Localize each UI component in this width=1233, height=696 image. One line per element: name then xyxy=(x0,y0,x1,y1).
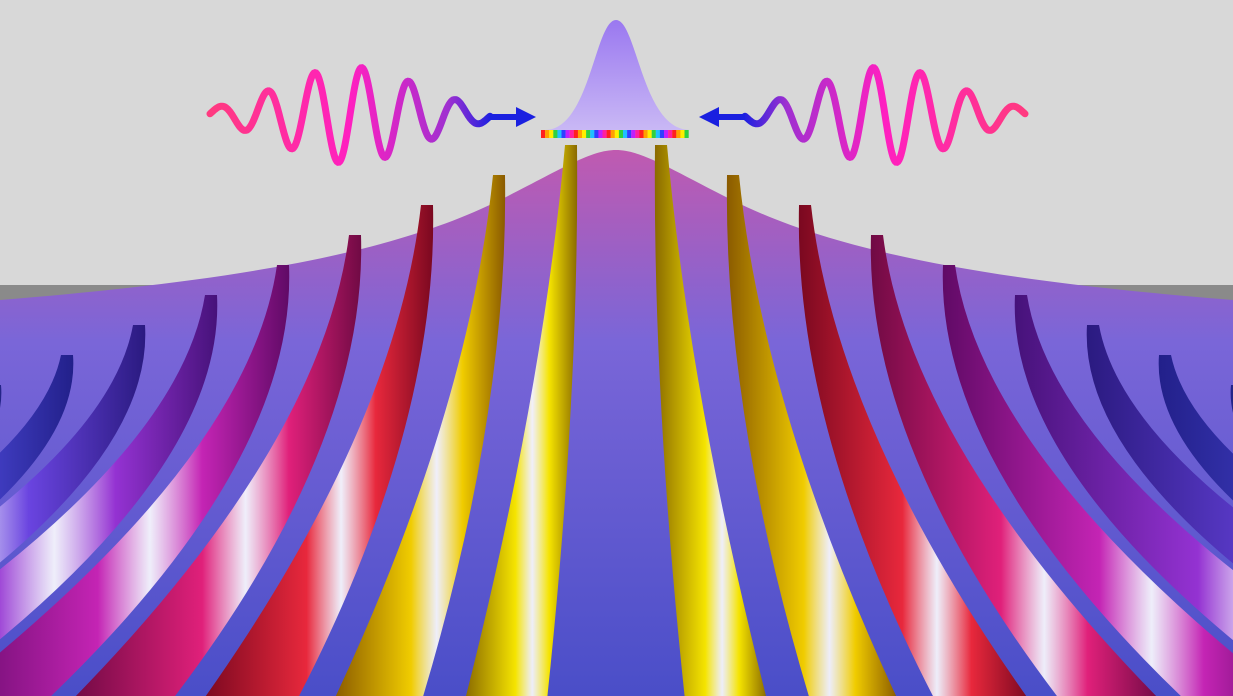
color-segment xyxy=(574,130,578,138)
color-segment xyxy=(639,130,643,138)
color-segment xyxy=(570,130,574,138)
color-segment xyxy=(652,130,656,138)
color-segment xyxy=(586,130,590,138)
color-segment xyxy=(631,130,635,138)
color-segment xyxy=(680,130,684,138)
color-segment xyxy=(619,130,623,138)
color-segment xyxy=(566,130,570,138)
page: (() => { JSON.parse(document.getElementB… xyxy=(0,0,1233,696)
color-segment xyxy=(590,130,594,138)
color-segment xyxy=(557,130,561,138)
color-segment xyxy=(594,130,598,138)
color-bar xyxy=(541,130,689,138)
color-segment xyxy=(545,130,549,138)
color-segment xyxy=(676,130,680,138)
color-segment xyxy=(582,130,586,138)
color-segment xyxy=(541,130,545,138)
color-segment xyxy=(553,130,557,138)
color-segment xyxy=(598,130,602,138)
color-segment xyxy=(648,130,652,138)
color-segment xyxy=(685,130,689,138)
color-segment xyxy=(603,130,607,138)
color-segment xyxy=(611,130,615,138)
color-segment xyxy=(549,130,553,138)
illustration xyxy=(0,0,1233,696)
color-segment xyxy=(660,130,664,138)
color-segment xyxy=(672,130,676,138)
color-segment xyxy=(607,130,611,138)
color-segment xyxy=(644,130,648,138)
color-segment xyxy=(615,130,619,138)
color-segment xyxy=(656,130,660,138)
color-segment xyxy=(635,130,639,138)
color-segment xyxy=(623,130,627,138)
color-segment xyxy=(578,130,582,138)
color-segment xyxy=(664,130,668,138)
color-segment xyxy=(562,130,566,138)
color-segment xyxy=(627,130,631,138)
color-segment xyxy=(668,130,672,138)
